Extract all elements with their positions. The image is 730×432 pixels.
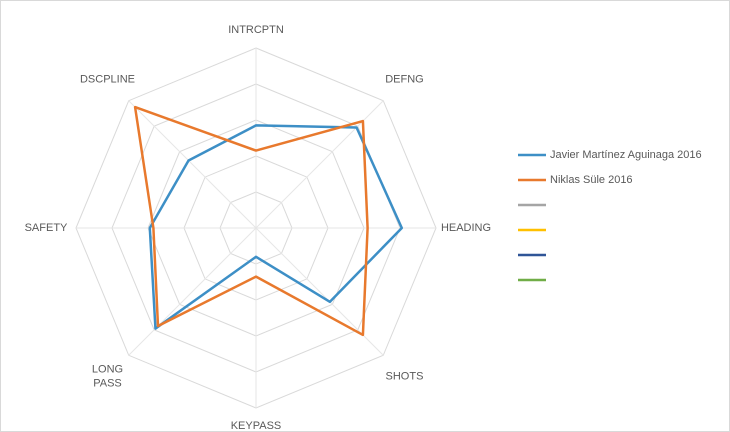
series-line (133, 105, 369, 337)
axis-label: INTRCPTN (228, 24, 284, 36)
axis-label: HEADING (441, 222, 491, 234)
axis-label: SAFETY (25, 222, 68, 234)
legend-label: Niklas Süle 2016 (550, 174, 633, 186)
axis-label: KEYPASS (231, 420, 282, 432)
axis-label: DSCPLINE (80, 73, 135, 85)
axis-label: LONG PASS (92, 363, 123, 389)
axis-label: SHOTS (386, 370, 424, 382)
spoke (128, 227, 257, 356)
legend-label: Javier Martínez Aguinaga 2016 (550, 149, 702, 161)
spoke (128, 100, 257, 229)
series-line (148, 124, 404, 330)
axis-label: DEFNG (385, 73, 424, 85)
